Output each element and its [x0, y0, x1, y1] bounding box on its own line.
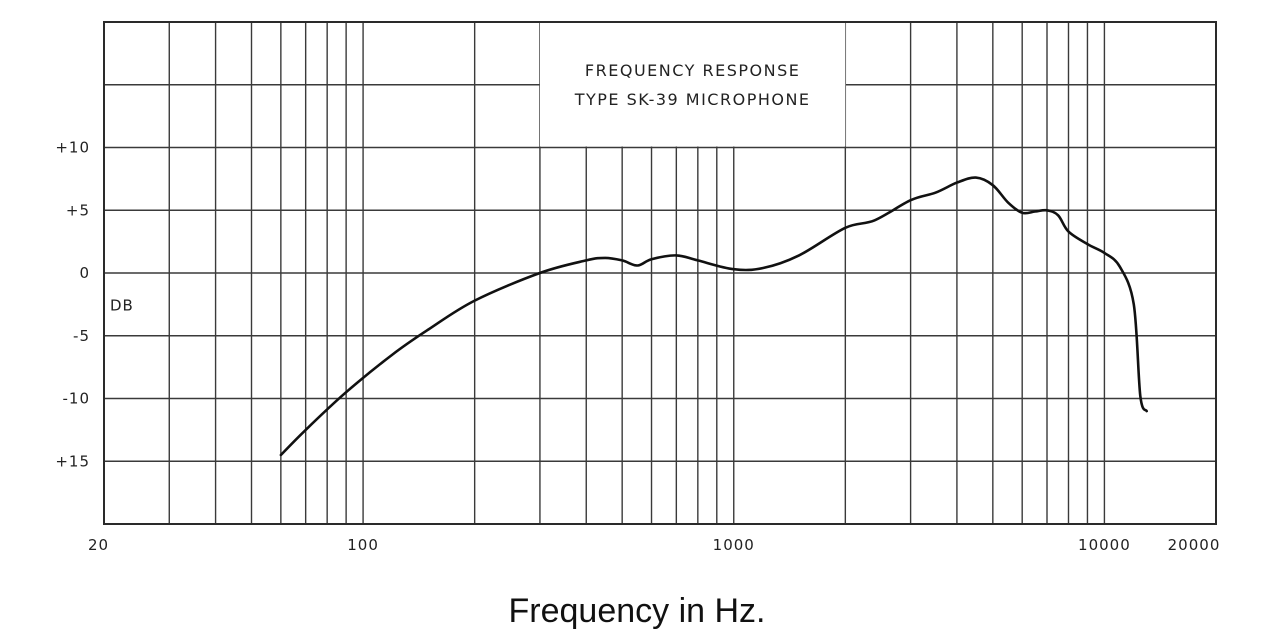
y-tick-labels: +10 +5 0 -5 -10 +15 — [55, 139, 91, 471]
y-tick-label: +15 — [55, 452, 90, 470]
x-tick-labels: 20 100 1000 10000 20000 — [88, 536, 1221, 554]
y-tick-label: -5 — [73, 327, 90, 345]
x-tick-label: 10000 — [1078, 536, 1131, 554]
y-tick-label: +10 — [55, 139, 90, 157]
y-tick-label: +5 — [66, 201, 90, 219]
plot-frame — [103, 21, 1217, 525]
y-tick-label: -10 — [63, 390, 91, 408]
x-tick-label: 20 — [88, 536, 109, 554]
title-box — [539, 23, 846, 147]
x-tick-label: 20000 — [1168, 536, 1221, 554]
y-tick-label: 0 — [79, 264, 90, 282]
x-axis-title: Frequency in Hz. — [509, 592, 766, 630]
response-curve — [279, 176, 1148, 457]
x-tick-label: 100 — [347, 536, 379, 554]
x-tick-label: 1000 — [713, 536, 755, 554]
y-axis-label: DB — [110, 296, 134, 314]
chart-title: FREQUENCY RESPONSE — [585, 61, 800, 80]
chart-subtitle: TYPE SK-39 MICROPHONE — [574, 90, 811, 109]
